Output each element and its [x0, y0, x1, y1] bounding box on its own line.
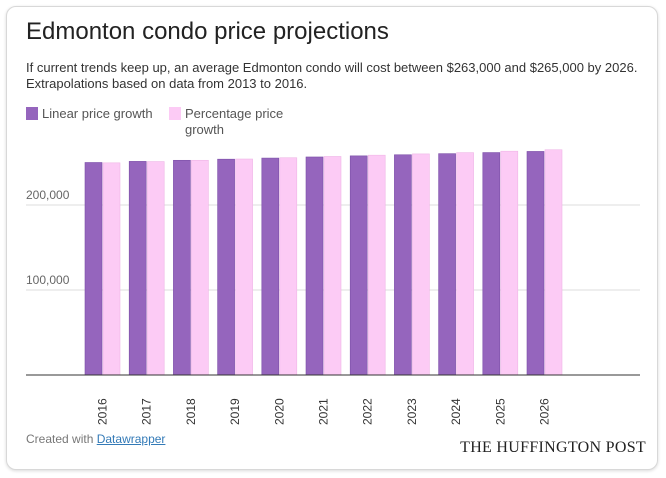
y-tick-label: 100,000	[26, 273, 70, 287]
chart-title: Edmonton condo price projections	[26, 18, 389, 45]
x-tick-label: 2022	[361, 398, 375, 425]
legend-item-linear: Linear price growth	[26, 106, 153, 122]
bar-linear	[217, 158, 235, 376]
bar-percentage	[279, 157, 298, 376]
legend-swatch-linear	[26, 107, 38, 120]
x-tick-label: 2016	[96, 398, 110, 425]
bar-percentage	[323, 156, 342, 376]
x-tick-label: 2017	[140, 398, 154, 425]
bar-percentage	[500, 150, 519, 376]
credit-line: Created with Datawrapper	[26, 432, 165, 446]
bar-linear	[438, 153, 456, 376]
x-tick-label: 2018	[184, 398, 198, 425]
x-tick-label: 2023	[405, 398, 419, 425]
bar-linear	[84, 162, 103, 376]
x-tick-label: 2020	[272, 398, 286, 425]
bar-percentage	[367, 154, 386, 376]
bar-linear	[526, 151, 545, 376]
x-tick-label: 2024	[449, 398, 463, 425]
bar-linear	[482, 152, 501, 376]
bar-percentage	[235, 158, 253, 376]
legend-label-linear: Linear price growth	[42, 106, 153, 121]
bar-percentage	[544, 149, 563, 376]
bar-percentage	[146, 161, 165, 376]
bar-percentage	[412, 153, 430, 376]
legend-swatch-percentage	[169, 107, 181, 120]
legend-item-percentage: Percentage price growth	[169, 106, 305, 138]
chart-subtitle: If current trends keep up, an average Ed…	[26, 60, 638, 91]
datawrapper-link[interactable]: Datawrapper	[96, 432, 166, 446]
bar-percentage	[456, 152, 474, 376]
legend-label-percentage: Percentage price growth	[185, 106, 284, 137]
bar-linear	[394, 154, 412, 376]
x-tick-label: 2019	[228, 398, 242, 425]
bar-percentage	[102, 162, 121, 376]
bar-linear	[349, 155, 368, 376]
bar-linear	[173, 159, 191, 376]
bar-linear	[305, 156, 324, 376]
bar-linear	[261, 157, 280, 376]
x-tick-label: 2025	[493, 398, 507, 425]
x-tick-label: 2021	[317, 398, 331, 425]
bar-percentage	[191, 159, 209, 376]
x-tick-label: 2026	[538, 398, 552, 425]
y-tick-label: 200,000	[26, 188, 70, 202]
bar-linear	[128, 161, 147, 376]
credit-prefix: Created with	[26, 432, 94, 446]
publisher-logo: THE HUFFINGTON POST	[460, 439, 646, 456]
